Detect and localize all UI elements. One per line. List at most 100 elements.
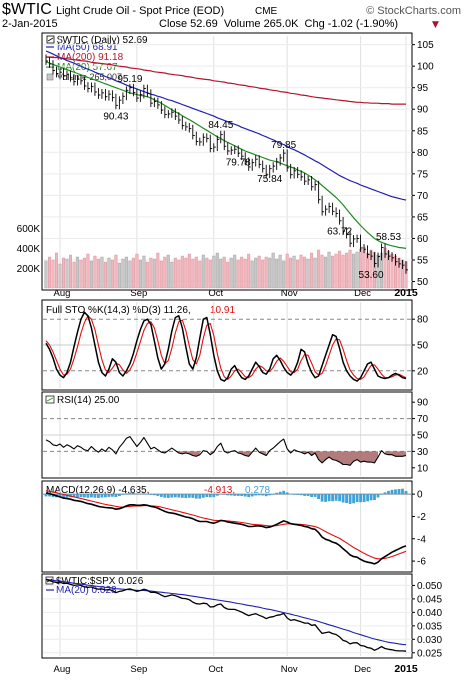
volume-bar: [341, 254, 345, 289]
macd-histogram-bar: [58, 494, 62, 498]
price-axis-80-label: 80: [417, 148, 429, 159]
macd-histogram-bar: [387, 490, 390, 495]
price-annotation: 90.43: [103, 111, 128, 122]
volume-bar: [117, 262, 121, 289]
volume-bar: [180, 255, 184, 289]
volume-bar: [72, 261, 76, 289]
volume-bar: [278, 254, 282, 289]
macd-histogram-bar: [184, 494, 188, 498]
volume-bar: [96, 258, 100, 289]
volume-bar: [240, 256, 244, 289]
volume-bar: [170, 261, 174, 289]
volume-bar: [128, 260, 132, 289]
macd-histogram-bar: [215, 494, 219, 496]
stoch-axis-50-label: 50: [417, 341, 429, 352]
macd-histogram-bar: [292, 494, 296, 495]
change-down-icon: ▼: [432, 20, 439, 30]
volume-bar: [124, 256, 128, 289]
volume-bar: [310, 252, 314, 289]
macd-histogram-bar: [341, 494, 345, 503]
price-annotation: 75.84: [257, 174, 282, 185]
macd-histogram-bar: [373, 494, 376, 500]
month-label: Sep: [130, 664, 147, 675]
volume-bar: [271, 252, 275, 289]
instrument-name: Light Crude Oil - Spot Price (EOD): [56, 5, 224, 17]
volume-bar: [296, 259, 300, 289]
rsi-axis-10-label: 10: [417, 463, 429, 474]
volume-bar: [243, 258, 247, 289]
volume-bar: [282, 260, 286, 289]
month-label: Dec: [354, 288, 371, 299]
price-axis-100-label: 100: [417, 62, 434, 73]
macd-histogram-bar: [299, 494, 303, 496]
price-annotation: 95.19: [117, 74, 142, 85]
ma20-line: [45, 61, 407, 249]
volume-bar: [79, 259, 83, 289]
macd-histogram-bar: [222, 494, 226, 495]
volume-bar: [338, 250, 342, 289]
volume-bar: [145, 261, 149, 289]
macd-histogram-bar: [44, 494, 48, 497]
macd-histogram-bar: [380, 494, 383, 495]
macd-histogram-bar: [128, 492, 132, 495]
volume-bar: [65, 258, 69, 289]
macd-histogram-bar: [390, 489, 394, 495]
volume-bar: [313, 257, 317, 289]
price-axis-75-label: 75: [417, 169, 429, 180]
price-axis-105-label: 105: [417, 40, 434, 51]
volume-bar: [219, 258, 223, 289]
quote-date: 2-Jan-2015: [2, 18, 58, 30]
macd-histogram-bar: [233, 494, 237, 496]
macd-histogram-bar: [72, 494, 76, 498]
stochastic-legend: Full STO %K(14,3) %D(3) 11.26,: [46, 305, 191, 316]
ratio-ma-line: [45, 578, 407, 646]
price-annotation: 63.72: [327, 226, 352, 237]
volume-bar: [226, 261, 230, 289]
macd-legend-signal: -4.913,: [204, 485, 235, 496]
volume-bar: [306, 258, 310, 289]
macd-histogram-bar: [236, 494, 240, 496]
macd-histogram-bar: [149, 494, 153, 495]
volume-bar: [194, 256, 198, 289]
rsi-oversold-fill: [238, 451, 253, 457]
price-annotation: 53.60: [359, 270, 384, 281]
price-axis-95-label: 95: [417, 83, 429, 94]
volume-bar: [187, 253, 191, 289]
volume-bar: [75, 256, 79, 289]
macd-histogram-bar: [376, 494, 380, 498]
macd-histogram-bar: [159, 494, 163, 497]
macd-histogram-bar: [264, 494, 268, 497]
macd-histogram-bar: [107, 494, 111, 497]
volume-bar: [62, 257, 66, 289]
volume-bar: [331, 255, 335, 289]
legend-ma200: MA(200) 91.18: [57, 52, 124, 63]
macd-histogram-bar: [348, 494, 352, 504]
legend-ma50: MA(50) 68.91: [57, 42, 118, 53]
volume-bar: [156, 252, 160, 289]
price-annotation: 84.45: [208, 120, 233, 131]
macd-histogram-bar: [278, 491, 282, 495]
volume-bar: [285, 253, 289, 289]
macd-histogram-bar: [97, 494, 100, 498]
month-label: Sep: [130, 288, 147, 299]
volume-bar: [163, 256, 167, 289]
volume-bar: [58, 263, 62, 289]
macd-histogram-bar: [153, 494, 156, 496]
volume-bar: [86, 253, 90, 289]
macd-histogram-bar: [250, 494, 254, 497]
volume-bar: [352, 253, 356, 289]
macd-histogram-bar: [205, 494, 209, 497]
macd-histogram-bar: [324, 494, 327, 502]
macd-histogram-bar: [212, 494, 216, 498]
volume-bar: [201, 254, 205, 289]
stoch-k-line: [45, 311, 407, 382]
price-annotation: 58.53: [376, 232, 401, 243]
price-axis-55-label: 55: [417, 256, 429, 267]
volume-bar: [48, 256, 52, 289]
volume-bar: [303, 256, 307, 289]
macd-histogram-bar: [257, 494, 261, 496]
price-axis-90-label: 90: [417, 105, 429, 116]
price-annotation: 79.85: [271, 140, 296, 151]
macd-histogram-bar: [191, 494, 195, 498]
macd-histogram-bar: [208, 494, 212, 498]
